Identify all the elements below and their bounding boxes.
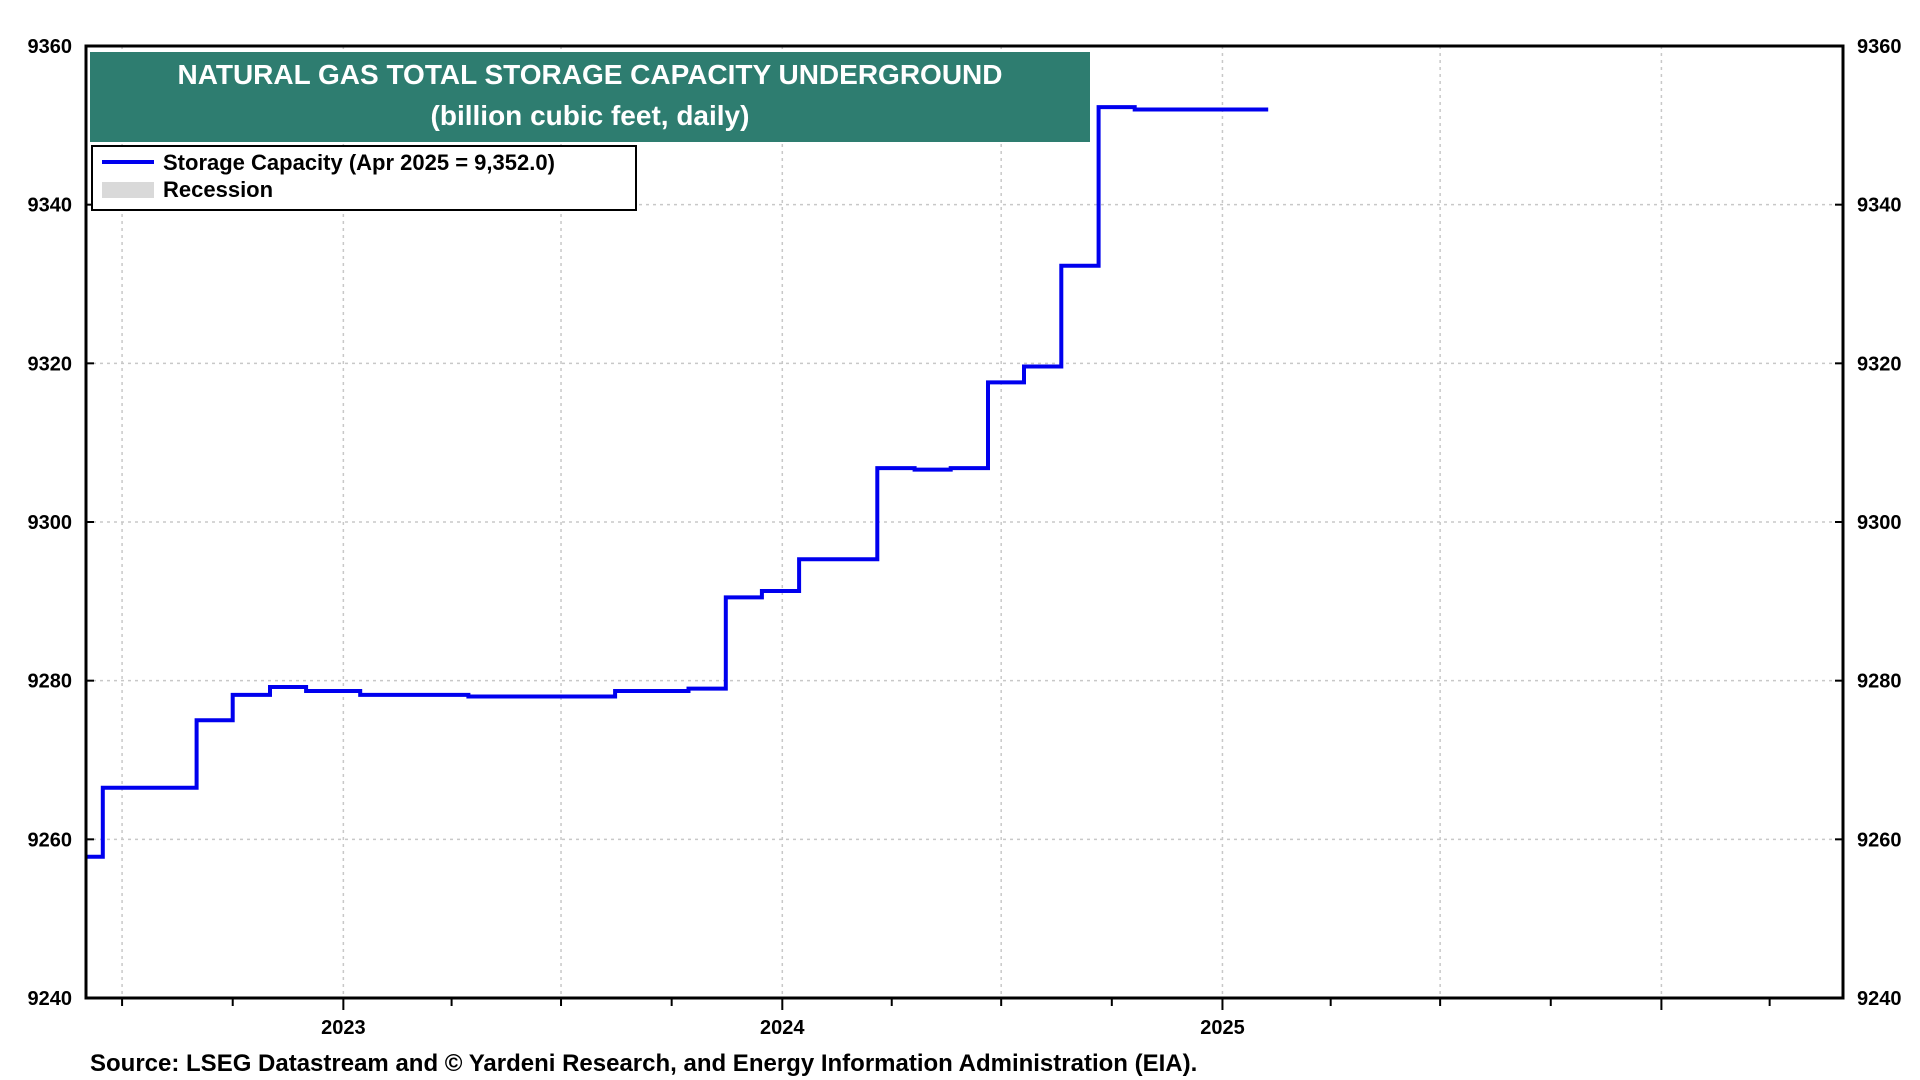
tick-layer: 9240 9240 9260 9260 9280 9280 9300 9300 9320 9320… xyxy=(28,36,1902,1039)
title-background xyxy=(90,52,1090,142)
series-line-storage-capacity xyxy=(86,105,1269,859)
y-tick-label-right: 9300 xyxy=(1857,512,1902,534)
series-layer xyxy=(85,105,1269,859)
legend-label-storage: Storage Capacity (Apr 2025 = 9,352.0) xyxy=(163,150,555,175)
y-tick-label-left: 9260 xyxy=(28,829,73,851)
chart-title: NATURAL GAS TOTAL STORAGE CAPACITY UNDER… xyxy=(177,59,1002,90)
y-tick-label-right: 9260 xyxy=(1857,829,1902,851)
title-box: NATURAL GAS TOTAL STORAGE CAPACITY UNDER… xyxy=(90,52,1090,142)
y-tick-label-right: 9280 xyxy=(1857,671,1902,693)
source-note: Source: LSEG Datastream and © Yardeni Re… xyxy=(90,1050,1198,1077)
y-tick-label-left: 9360 xyxy=(28,36,73,58)
x-tick-label: 2025 xyxy=(1200,1017,1245,1039)
y-tick-label-left: 9280 xyxy=(28,671,73,693)
x-tick-label: 2024 xyxy=(760,1017,805,1039)
legend-box xyxy=(91,145,637,211)
chart-subtitle: (billion cubic feet, daily) xyxy=(431,100,750,131)
y-tick-label-right: 9240 xyxy=(1857,988,1902,1010)
x-tick-label: 2023 xyxy=(321,1017,366,1039)
y-tick-label-right: 9360 xyxy=(1857,36,1902,58)
y-tick-label-left: 9320 xyxy=(28,353,73,375)
plot-frame xyxy=(84,44,1845,1000)
y-tick-label-right: 9320 xyxy=(1857,353,1902,375)
legend: Storage Capacity (Apr 2025 = 9,352.0) Re… xyxy=(91,145,637,211)
legend-label-recession: Recession xyxy=(163,177,273,202)
legend-swatch-recession xyxy=(102,182,154,198)
grid-layer xyxy=(86,46,1843,998)
y-tick-label-left: 9340 xyxy=(28,195,73,217)
y-tick-label-right: 9340 xyxy=(1857,195,1902,217)
y-tick-label-left: 9300 xyxy=(28,512,73,534)
y-tick-label-left: 9240 xyxy=(28,988,73,1010)
